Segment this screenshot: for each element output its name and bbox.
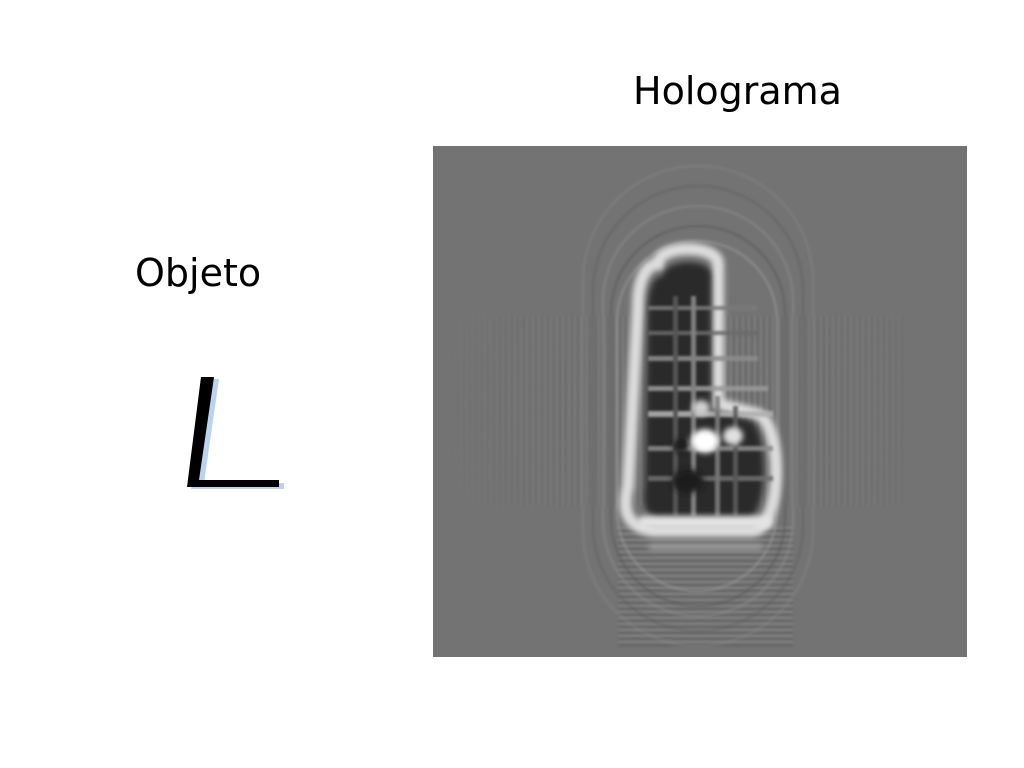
hologram-panel-title: Holograma <box>633 69 842 113</box>
object-letter-l <box>176 370 292 495</box>
hologram-image <box>433 146 967 657</box>
letter-L-icon <box>187 377 284 489</box>
object-panel-title: Objeto <box>135 251 262 295</box>
hologram-pattern <box>433 146 967 657</box>
